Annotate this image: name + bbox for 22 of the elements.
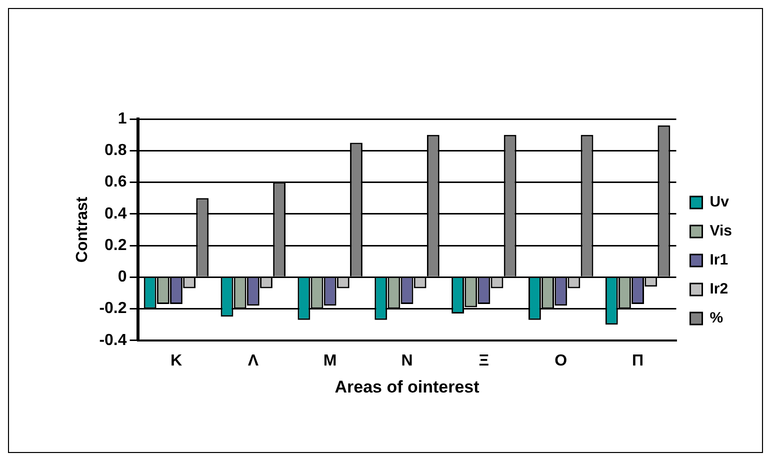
x-tick-label: Κ [170,352,182,370]
legend-label: Ir1 [710,252,728,269]
legend-label: Ir2 [710,280,728,298]
legend-label: Uv [710,194,730,211]
y-tick-label: 0 [118,268,127,286]
y-tick-label: -0.4 [99,332,127,349]
y-tick-label: -0.2 [99,300,127,318]
x-tick-label: Π [632,352,644,370]
y-tick-label: 0.8 [104,142,127,160]
legend-label: % [710,310,724,327]
y-axis-title: Contrast [74,196,92,263]
y-tick-label: 0.4 [104,205,127,222]
x-tick-label: Λ [248,352,259,370]
x-tick-label: Μ [323,352,337,370]
x-tick-label: Ν [401,352,413,370]
y-tick-label: 0.6 [104,174,127,191]
x-axis-title: Areas of ointerest [334,377,480,396]
x-tick-label: Ξ [478,352,490,370]
legend-label: Vis [710,222,732,240]
y-tick-label: 1 [118,110,127,128]
y-tick-label: 0.2 [104,236,127,254]
x-tick-label: Ο [554,352,568,370]
